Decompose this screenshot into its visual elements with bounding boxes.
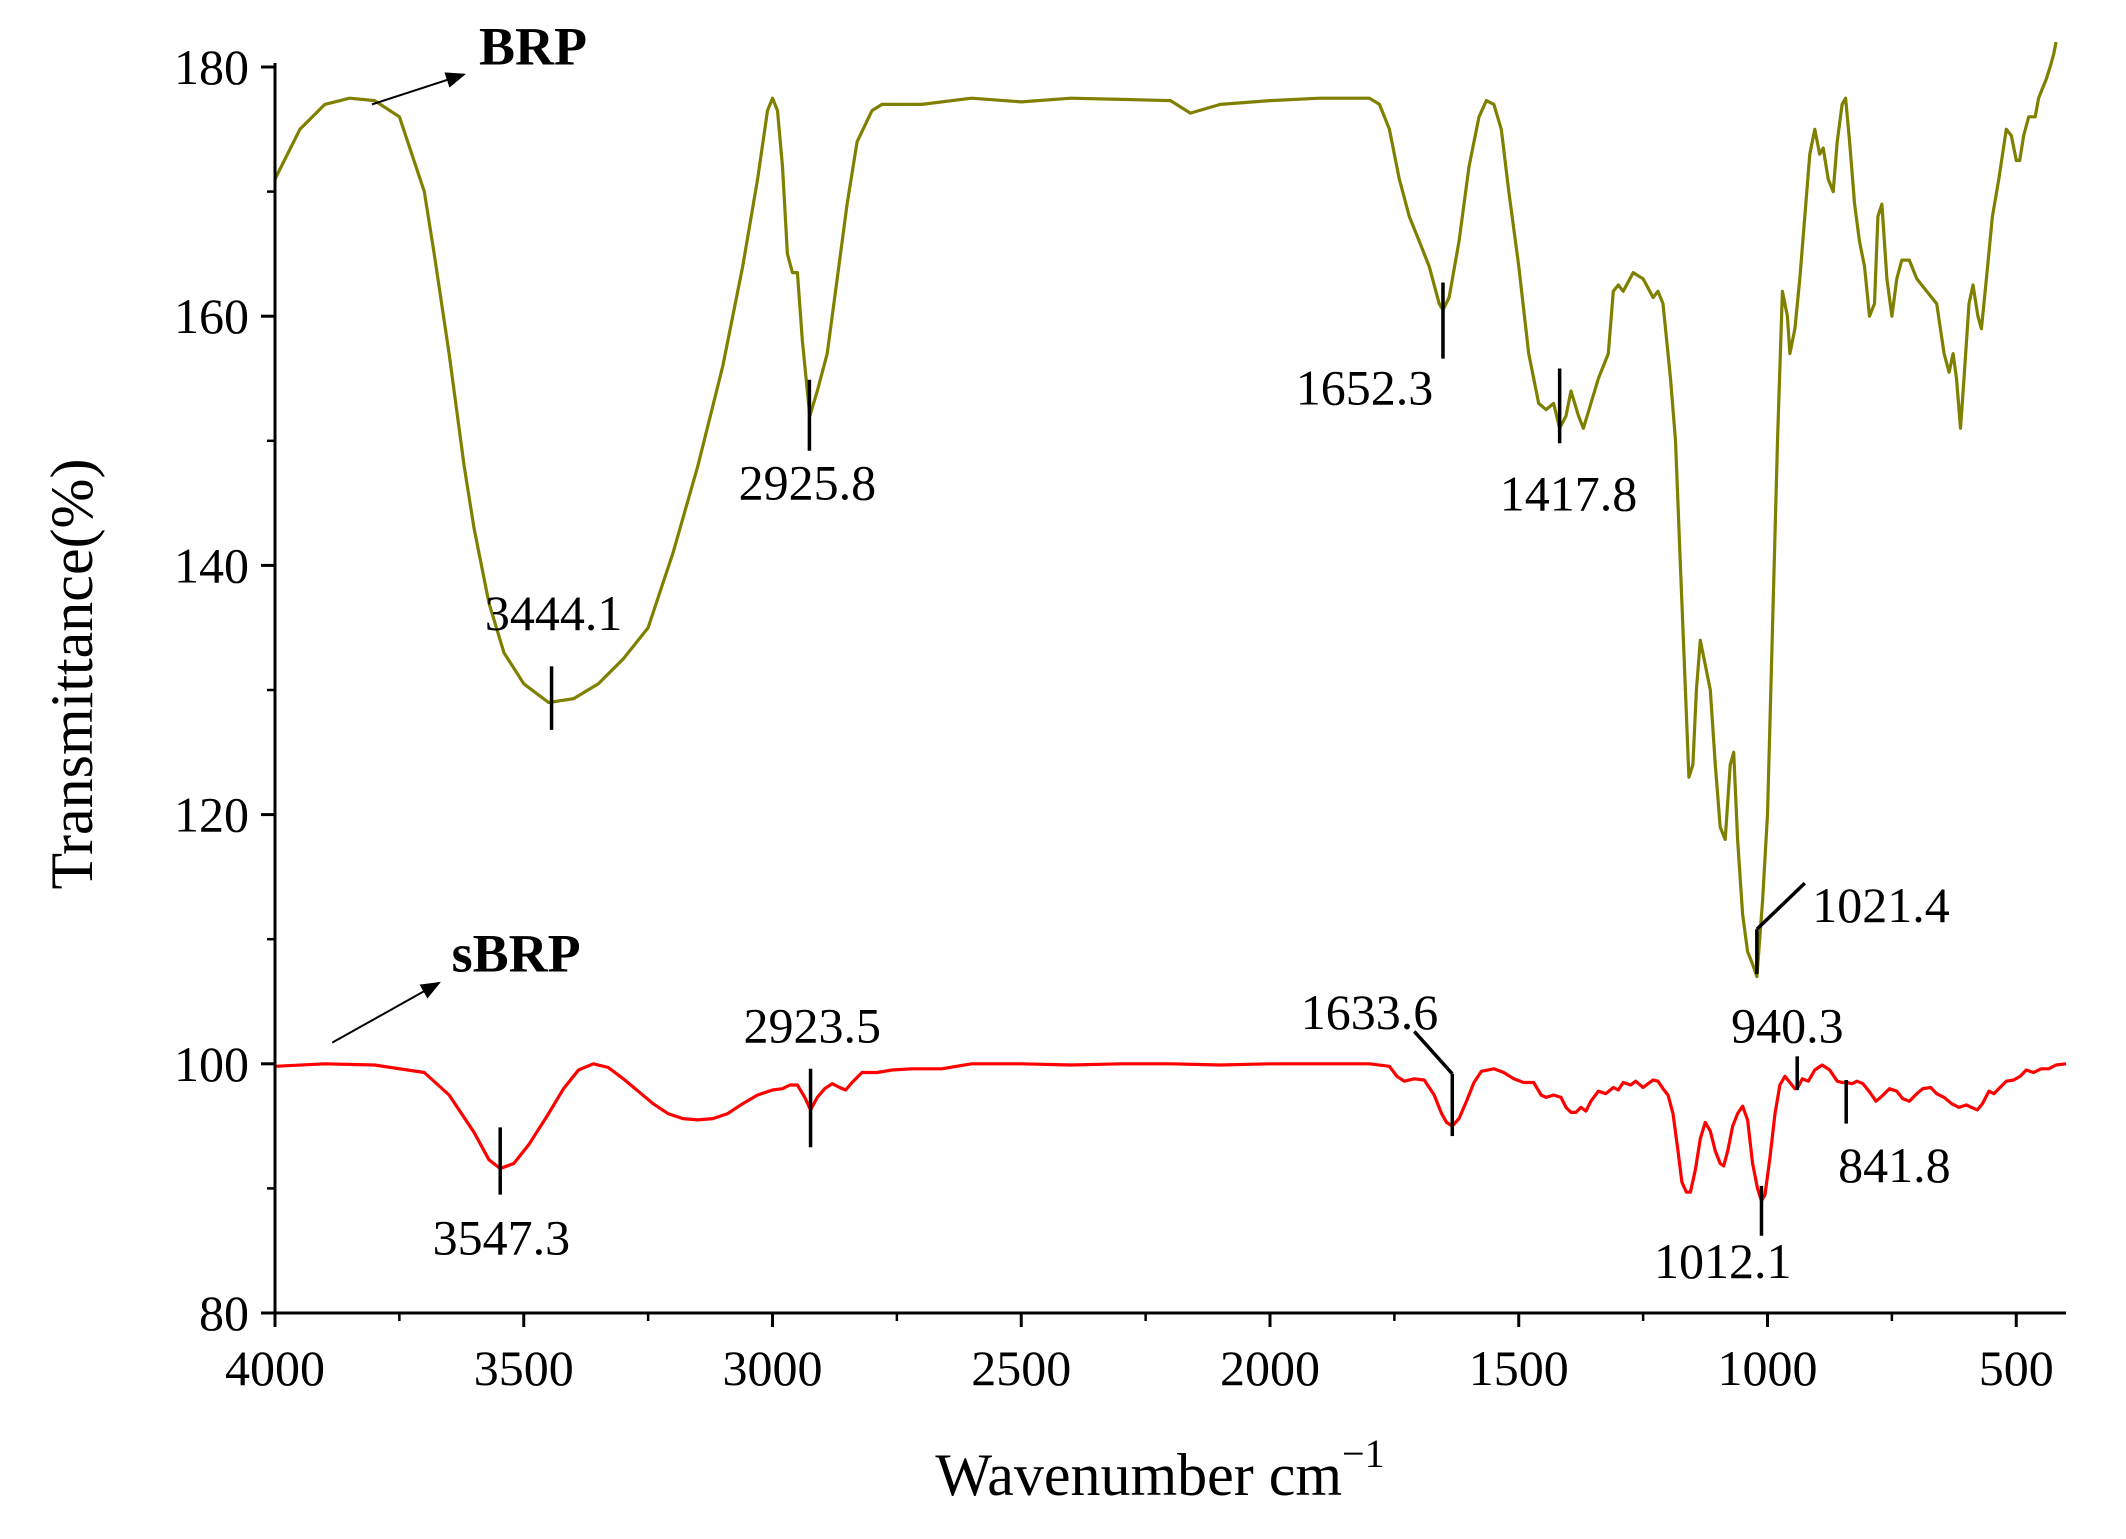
peak-leader-1021.4 [1755, 881, 1807, 931]
y-tick-label: 80 [199, 1285, 249, 1341]
x-tick-label: 4000 [225, 1340, 325, 1396]
series-label-sbrp: sBRP [452, 924, 581, 984]
x-tick-label: 3000 [723, 1340, 823, 1396]
peak-label-2925.8: 2925.8 [739, 454, 877, 510]
series-line-brp [273, 41, 2058, 979]
x-axis-title-text: Wavenumber cm [935, 1442, 1342, 1508]
peak-label-940.3: 940.3 [1731, 998, 1844, 1054]
peak-label-1633.6: 1633.6 [1301, 984, 1439, 1040]
series-line-sbrp [274, 1062, 2067, 1203]
y-axis-title: Transmittance(%) [39, 458, 105, 889]
peak-label-1012.1: 1012.1 [1654, 1233, 1792, 1289]
x-axis-title: Wavenumber cm−1 [935, 1431, 1384, 1508]
x-tick-label: 500 [1979, 1340, 2054, 1396]
x-tick-label: 3500 [474, 1340, 574, 1396]
y-tick-label: 180 [174, 39, 249, 95]
peak-label-1021.4: 1021.4 [1812, 877, 1950, 933]
series-label-brp: BRP [479, 17, 587, 77]
y-tick-label: 120 [174, 787, 249, 843]
peak-label-3547.3: 3547.3 [433, 1209, 571, 1265]
plot-lines [273, 41, 2067, 1203]
x-tick-label: 2000 [1220, 1340, 1320, 1396]
x-tick-label: 1000 [1718, 1340, 1818, 1396]
x-tick-label: 1500 [1469, 1340, 1569, 1396]
x-axis-title-superscript: −1 [1342, 1431, 1385, 1476]
peak-label-3444.1: 3444.1 [485, 585, 623, 641]
peak-leader-1633.6 [1412, 1030, 1454, 1075]
peak-label-841.8: 841.8 [1838, 1137, 1951, 1193]
y-tick-label: 140 [174, 537, 249, 593]
series-labels: BRP sBRP [331, 17, 587, 1044]
series-arrow-brp [371, 72, 466, 106]
peak-label-1652.3: 1652.3 [1296, 360, 1434, 416]
peak-label-1417.8: 1417.8 [1500, 466, 1638, 522]
y-tick-label: 100 [174, 1036, 249, 1092]
peak-label-2923.5: 2923.5 [744, 998, 882, 1054]
y-tick-label: 160 [174, 288, 249, 344]
peak-annotations: 3444.1 2925.8 1652.3 1417.8 1021.4 3547.3 2923… [433, 282, 1951, 1289]
x-tick-label: 2500 [971, 1340, 1071, 1396]
axes: 80 100 120 140 160 180 4000 3500 3000 2500 2000 150… [174, 39, 2066, 1396]
series-arrow-sbrp [331, 981, 441, 1044]
